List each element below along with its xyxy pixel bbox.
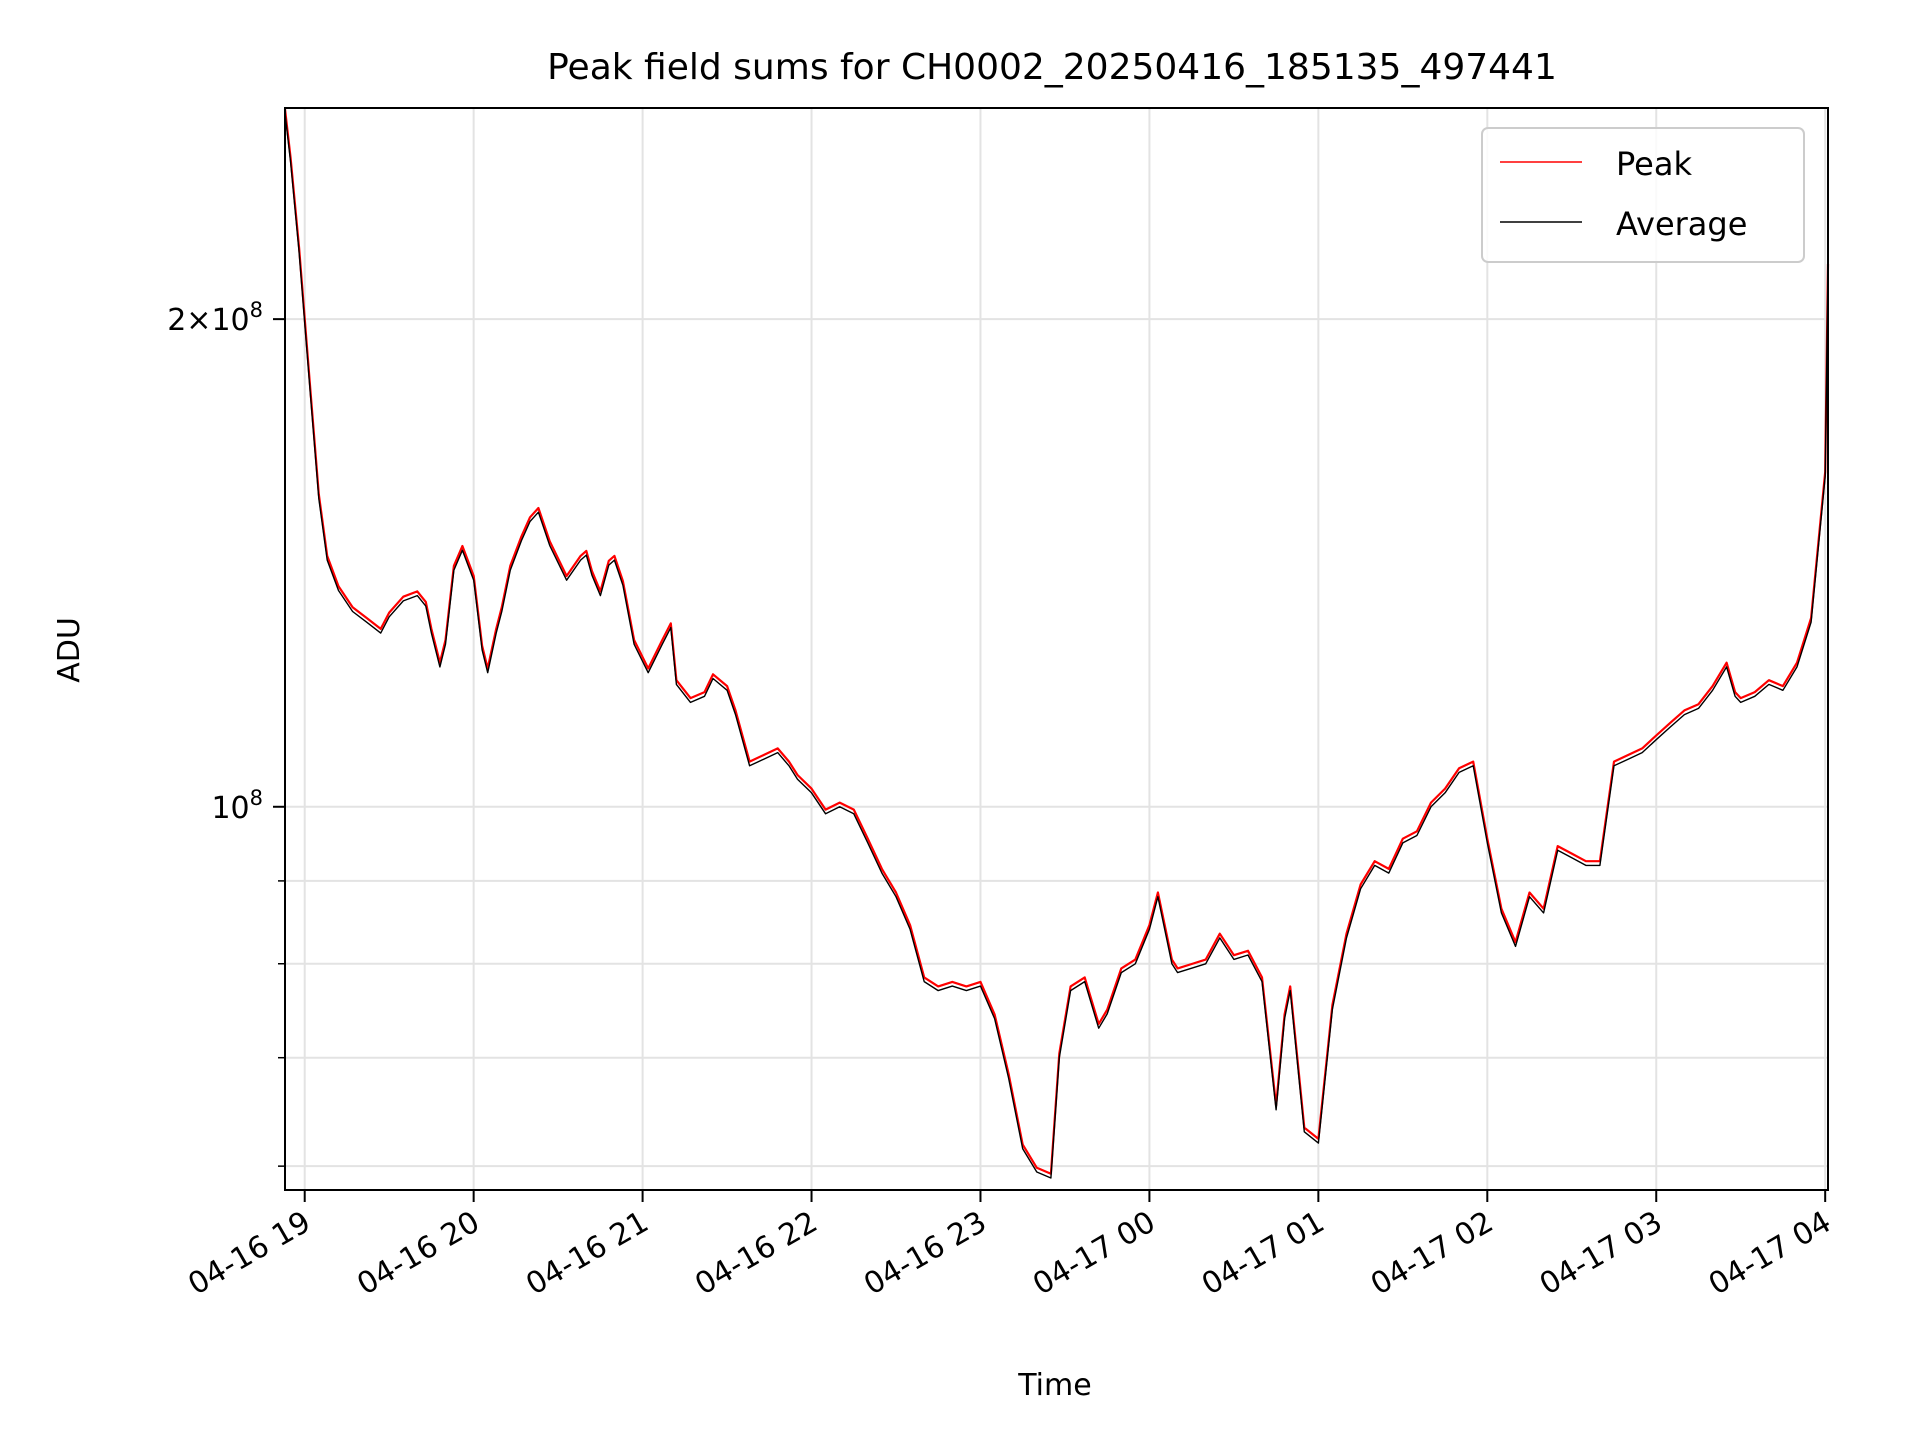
y-tick-label: 2×108 xyxy=(167,298,263,338)
x-axis-label: Time xyxy=(1017,1368,1091,1403)
series-line-peak xyxy=(283,108,1830,1175)
legend-label-peak: Peak xyxy=(1616,145,1692,183)
y-axis: 108 2×108 xyxy=(167,298,285,1167)
grid xyxy=(285,108,1828,1190)
plot-frame xyxy=(284,107,1829,1191)
legend-label-average: Average xyxy=(1616,205,1747,243)
y-tick-label: 108 xyxy=(211,786,263,826)
series-line-average xyxy=(284,113,1829,1179)
y-axis-label: ADU xyxy=(52,617,87,683)
series-layer xyxy=(283,108,1830,1179)
chart-title: Peak field sums for CH0002_20250416_1851… xyxy=(547,47,1557,88)
legend: Peak Average xyxy=(1481,127,1805,263)
